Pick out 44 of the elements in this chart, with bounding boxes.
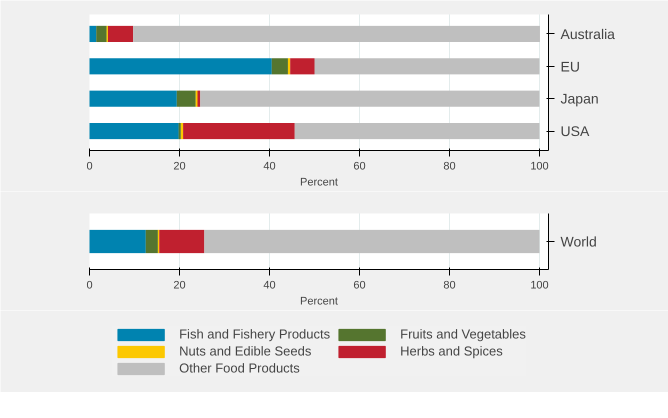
bar: [133, 26, 540, 42]
bar: [198, 90, 200, 107]
bar: [146, 230, 158, 254]
y-tick-label: EU: [560, 58, 580, 74]
legend-label: Other Food Products: [179, 360, 300, 376]
bar: [272, 58, 288, 74]
x-tick-label: 0: [86, 160, 93, 172]
x-tick-label: 80: [443, 160, 456, 172]
legend-label: Fish and Fishery Products: [179, 326, 330, 342]
x-tick-label: 60: [353, 280, 366, 292]
bar: [176, 90, 196, 107]
legend-label: Fruits and Vegetables: [400, 326, 526, 342]
bar: [90, 122, 179, 140]
bar: [90, 230, 146, 254]
bar: [90, 58, 272, 74]
bar: [294, 122, 540, 140]
x-axis-title: Percent: [300, 296, 338, 308]
x-tick-label: 40: [263, 160, 276, 172]
bar: [90, 90, 177, 107]
bar: [200, 90, 540, 107]
y-tick-label: Australia: [560, 26, 616, 42]
x-tick-label: 40: [263, 280, 276, 292]
x-tick-label: 20: [173, 160, 186, 172]
bar: [90, 26, 96, 42]
bar: [204, 230, 540, 254]
bar: [159, 230, 204, 254]
bar: [314, 58, 540, 74]
y-tick-label: Japan: [560, 90, 599, 107]
x-tick-label: 20: [173, 280, 186, 292]
x-axis-title: Percent: [300, 176, 338, 188]
x-tick-label: 100: [530, 160, 549, 172]
bar: [290, 58, 314, 74]
y-tick-label: USA: [560, 123, 590, 140]
x-tick-label: 60: [353, 160, 366, 172]
legend-label: Herbs and Spices: [400, 344, 503, 358]
x-tick-label: 0: [86, 280, 93, 292]
bar: [183, 122, 295, 140]
bar: [108, 26, 134, 42]
y-tick-label: World: [560, 234, 597, 250]
bar: [96, 26, 107, 42]
legend-label: Nuts and Edible Seeds: [179, 344, 312, 358]
x-tick-label: 80: [443, 280, 456, 292]
x-tick-label: 100: [530, 280, 549, 292]
bar: [288, 58, 290, 74]
